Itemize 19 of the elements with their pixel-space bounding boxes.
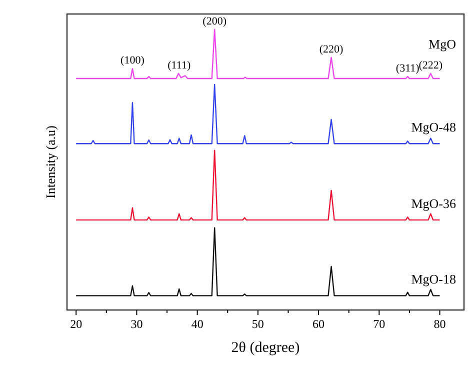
series-label: MgO <box>428 36 456 52</box>
x-tick-label: 50 <box>252 317 264 331</box>
x-tick-label: 70 <box>373 317 386 331</box>
annotation: (222) <box>418 59 443 72</box>
x-tick-label: 20 <box>70 317 82 331</box>
annotation: (220) <box>319 43 344 56</box>
x-axis-title: 2θ (degree) <box>231 340 300 356</box>
annotation: (200) <box>202 15 227 28</box>
series-label: MgO-48 <box>411 120 456 135</box>
series-label: MgO-18 <box>411 272 456 287</box>
x-tick-label: 30 <box>130 317 143 331</box>
annotation: (111) <box>168 59 191 72</box>
series-label: MgO-36 <box>411 196 456 211</box>
x-tick-label: 60 <box>312 317 325 331</box>
annotation: (311) <box>396 62 420 75</box>
y-axis-title: Intensity (a.u) <box>43 126 58 198</box>
annotation: (100) <box>120 54 145 67</box>
x-tick-label: 40 <box>191 317 204 331</box>
x-tick-label: 80 <box>434 317 446 331</box>
